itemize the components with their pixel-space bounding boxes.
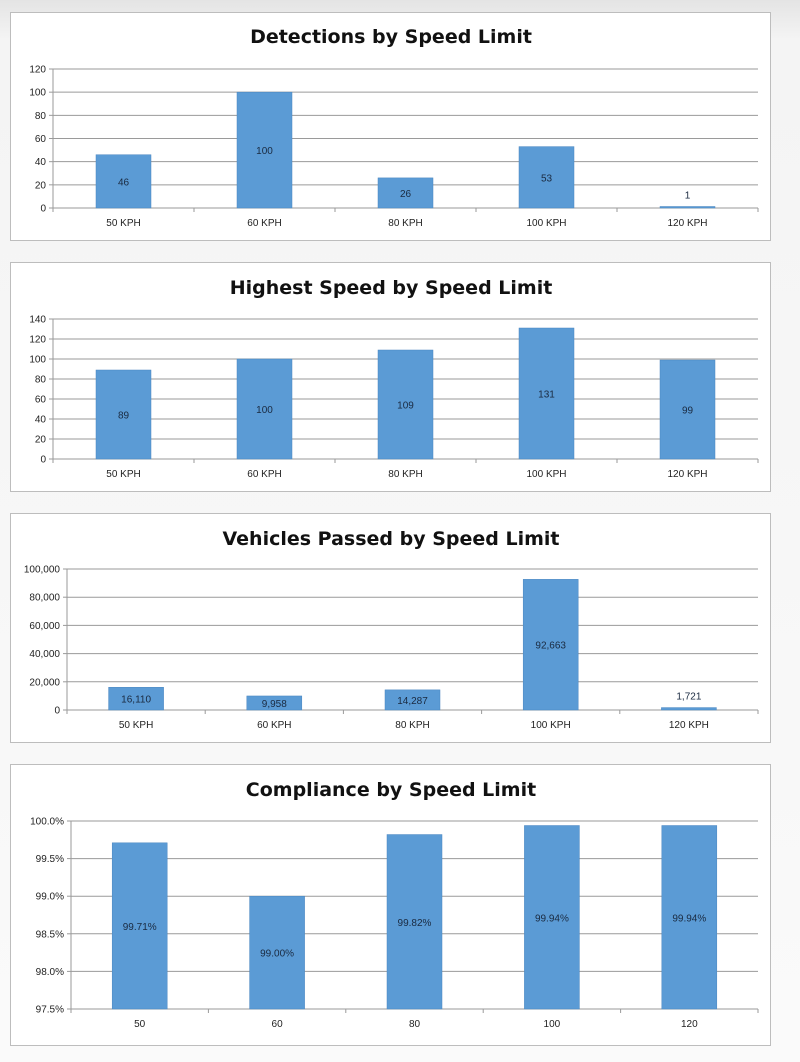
chart-svg: Highest Speed by Speed Limit 0 20 40 60 80 100… <box>29 277 759 480</box>
data-label: 89 <box>118 411 130 422</box>
x-tick-label: 50 KPH <box>119 720 153 731</box>
chart-title: Detections by Speed Limit <box>250 26 532 48</box>
data-label: 14,287 <box>397 696 428 707</box>
y-tick-label: 100 <box>29 355 46 366</box>
chart-svg: Vehicles Passed by Speed Limit 0 20,000 40,… <box>24 528 759 731</box>
data-label: 9,958 <box>262 699 287 710</box>
chart-panel-compliance: Compliance by Speed Limit 97.5% 98.0% 98.5%… <box>10 764 771 1046</box>
chart-svg: Detections by Speed Limit 0 20 40 60 80 100 120… <box>29 26 759 229</box>
data-label: 99.71% <box>123 922 157 933</box>
y-tick-label: 60 <box>35 134 47 145</box>
chart-panel-vehicles-passed: Vehicles Passed by Speed Limit 0 20,000 40,… <box>10 513 771 743</box>
y-tick-label: 97.5% <box>36 1005 64 1016</box>
x-tick-label: 100 KPH <box>531 720 571 731</box>
bar <box>236 358 293 460</box>
x-tick-label: 60 KPH <box>257 720 291 731</box>
y-tick-label: 100.0% <box>30 817 64 828</box>
x-tick-label: 100 <box>544 1019 561 1030</box>
data-label: 100 <box>256 146 273 157</box>
data-label: 131 <box>538 390 555 401</box>
bar <box>236 91 293 209</box>
y-tick-label: 40 <box>35 415 47 426</box>
y-tick-label: 20 <box>35 435 47 446</box>
y-tick-label: 60,000 <box>29 621 60 632</box>
bar <box>659 206 716 209</box>
x-tick-label: 80 <box>409 1019 421 1030</box>
bar <box>249 895 305 1010</box>
x-tick-label: 50 KPH <box>106 218 140 229</box>
y-tick-label: 100 <box>29 88 46 99</box>
x-tick-label: 80 KPH <box>395 720 429 731</box>
data-label: 53 <box>541 173 553 184</box>
y-tick-label: 98.5% <box>36 929 64 940</box>
data-label: 100 <box>256 405 273 416</box>
bar <box>384 689 441 711</box>
bar <box>111 842 168 1010</box>
data-label: 46 <box>118 177 130 188</box>
bar <box>377 177 434 209</box>
bar <box>108 687 164 711</box>
x-tick-label: 60 <box>272 1019 284 1030</box>
bar <box>246 695 303 711</box>
bar <box>377 349 434 460</box>
chart-title: Vehicles Passed by Speed Limit <box>222 528 559 550</box>
x-tick-label: 120 KPH <box>667 469 707 480</box>
bar <box>518 146 575 209</box>
y-tick-label: 40,000 <box>29 649 60 660</box>
y-tick-label: 20,000 <box>29 677 60 688</box>
chart-panel-detections: Detections by Speed Limit 0 20 40 60 80 100 120… <box>10 12 771 241</box>
x-tick-label: 60 KPH <box>247 469 281 480</box>
y-tick-label: 140 <box>29 315 46 326</box>
x-tick-label: 50 KPH <box>106 469 140 480</box>
x-tick-label: 120 KPH <box>667 218 707 229</box>
data-label: 1 <box>685 191 691 202</box>
x-tick-label: 50 <box>134 1019 146 1030</box>
data-label: 99.00% <box>260 949 294 960</box>
data-label: 99.94% <box>535 913 569 924</box>
x-tick-label: 120 <box>681 1019 698 1030</box>
data-label: 99 <box>682 406 694 417</box>
y-tick-label: 98.0% <box>36 967 64 978</box>
bar <box>661 825 718 1010</box>
y-tick-label: 60 <box>35 395 47 406</box>
data-label: 16,110 <box>121 695 151 706</box>
chart-panel-highest-speed: Highest Speed by Speed Limit 0 20 40 60 80 100… <box>10 262 771 492</box>
bar <box>659 359 716 460</box>
y-tick-label: 80,000 <box>29 593 60 604</box>
y-tick-label: 80 <box>35 111 47 122</box>
data-label: 99.94% <box>672 913 706 924</box>
y-tick-label: 0 <box>40 204 46 215</box>
bar <box>95 154 152 209</box>
y-tick-label: 40 <box>35 157 47 168</box>
x-tick-label: 100 KPH <box>526 469 566 480</box>
data-label: 92,663 <box>535 641 566 652</box>
y-tick-label: 120 <box>29 65 46 76</box>
y-tick-label: 99.5% <box>36 854 64 865</box>
data-label: 99.82% <box>398 918 432 929</box>
bar <box>386 834 443 1010</box>
x-tick-label: 80 KPH <box>388 218 422 229</box>
bar <box>95 369 152 460</box>
y-tick-label: 80 <box>35 375 47 386</box>
chart-title: Compliance by Speed Limit <box>246 779 536 801</box>
y-tick-label: 120 <box>29 335 46 346</box>
y-tick-label: 100,000 <box>24 565 61 576</box>
chart-svg: Compliance by Speed Limit 97.5% 98.0% 98.5%… <box>30 779 759 1030</box>
data-label: 26 <box>400 189 412 200</box>
bar <box>522 579 579 711</box>
x-tick-label: 60 KPH <box>247 218 281 229</box>
chart-title: Highest Speed by Speed Limit <box>230 277 553 299</box>
y-tick-label: 20 <box>35 180 47 191</box>
x-tick-label: 80 KPH <box>388 469 422 480</box>
bar <box>518 327 575 460</box>
bar <box>661 707 717 711</box>
bar <box>524 825 580 1010</box>
data-label: 109 <box>397 401 414 412</box>
y-tick-label: 99.0% <box>36 892 64 903</box>
x-tick-label: 100 KPH <box>526 218 566 229</box>
x-tick-label: 120 KPH <box>669 720 709 731</box>
y-tick-label: 0 <box>54 706 60 717</box>
data-label: 1,721 <box>676 692 701 703</box>
y-tick-label: 0 <box>40 455 46 466</box>
